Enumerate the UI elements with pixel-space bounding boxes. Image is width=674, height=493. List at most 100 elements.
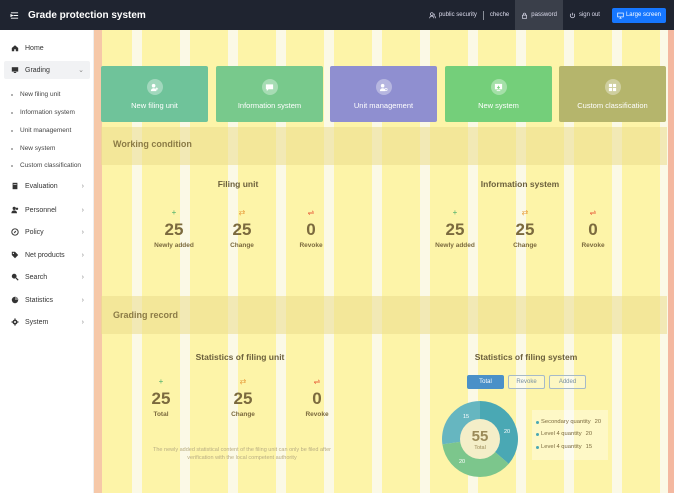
- donut-center-label: Total: [474, 445, 486, 451]
- stat-label: Revoke: [299, 242, 323, 249]
- legend-value: 15: [585, 444, 593, 450]
- top-bar: Grade protection system public security …: [0, 0, 674, 30]
- divider: [482, 10, 484, 20]
- stat-value: 25: [233, 389, 253, 408]
- slice-label: 20: [504, 429, 510, 435]
- plus-icon: +: [158, 377, 164, 386]
- chevron-right-icon: ›: [81, 296, 84, 304]
- menu-fold-icon: [9, 11, 18, 19]
- bullet-icon: [11, 129, 13, 132]
- sidebar-item-label: Evaluation: [25, 182, 58, 190]
- tab-added[interactable]: Added: [549, 375, 586, 389]
- sidebar-subitem-information-system[interactable]: Information system: [11, 109, 75, 116]
- chevron-right-icon: ›: [81, 182, 84, 190]
- message-icon: [261, 79, 278, 95]
- sign-out-label: sign out: [578, 12, 600, 18]
- bullet-icon: [11, 164, 13, 167]
- lock-icon: [522, 12, 528, 19]
- tab-total[interactable]: Total: [467, 375, 504, 389]
- quick-information-system-button[interactable]: Information system: [216, 66, 323, 122]
- stat-value: 25: [151, 389, 171, 408]
- menu-toggle-button[interactable]: [0, 0, 28, 30]
- chevron-right-icon: ›: [81, 228, 84, 236]
- sidebar-subitem-new-system[interactable]: New system: [11, 145, 55, 152]
- stat-value: 0: [588, 220, 598, 239]
- legend-value: 20: [594, 419, 602, 425]
- stat-revoke: ⇌ 0 Revoke: [287, 377, 347, 418]
- user-group-icon: [429, 11, 436, 18]
- sidebar-item-label: Search: [25, 273, 48, 281]
- chevron-right-icon: ›: [81, 251, 84, 259]
- sidebar-item-grading[interactable]: Grading ⌄: [4, 61, 90, 79]
- stat-label: Change: [230, 242, 254, 249]
- legend-label: Level 4 quantity: [541, 444, 582, 450]
- sidebar-item-statistics[interactable]: Statistics ›: [4, 291, 90, 309]
- sidebar-item-label: Statistics: [25, 296, 54, 304]
- pie-chart-icon: [11, 296, 19, 304]
- sidebar-item-home[interactable]: Home: [4, 39, 90, 57]
- stat-label: Newly added: [154, 242, 194, 249]
- tab-revoke[interactable]: Revoke: [508, 375, 545, 389]
- shuffle-icon: ⇄: [239, 377, 247, 386]
- quick-custom-classification-button[interactable]: Custom classification: [559, 66, 666, 122]
- quick-unit-management-button[interactable]: Unit management: [330, 66, 437, 122]
- section-header-band: [101, 127, 667, 165]
- donut-slice-0: [480, 401, 518, 464]
- user-link[interactable]: cheche: [484, 0, 515, 30]
- main-content: New filing unit Information system Unit …: [94, 30, 674, 493]
- slice-label: 20: [459, 459, 465, 465]
- stat-label: Total: [153, 411, 169, 418]
- section-header-band: [101, 296, 667, 334]
- sidebar-item-label: Personnel: [25, 206, 57, 214]
- sidebar-item-personnel[interactable]: Personnel ›: [4, 201, 90, 219]
- home-icon: [11, 45, 19, 52]
- sidebar-item-net-products[interactable]: Net products ›: [4, 246, 90, 264]
- top-actions: public security cheche password sign out…: [423, 0, 666, 30]
- large-screen-button[interactable]: Large screen: [611, 7, 666, 23]
- sidebar-item-policy[interactable]: Policy ›: [4, 223, 90, 241]
- chevron-up-icon: ⌄: [78, 67, 84, 74]
- stat-label: Newly added: [435, 242, 475, 249]
- sidebar-subitem-custom-classification[interactable]: Custom classification: [11, 162, 81, 169]
- sidebar-item-system[interactable]: System ›: [4, 313, 90, 331]
- filing-unit-title: Filing unit: [217, 179, 259, 189]
- stat-newly-added: + 25 Newly added: [425, 208, 485, 249]
- legend-label: Level 4 quantity: [541, 431, 582, 437]
- stat-change: ⇄ 25 Change: [213, 377, 273, 418]
- public-security-label: public security: [438, 12, 477, 18]
- sidebar-item-search[interactable]: Search ›: [4, 268, 90, 286]
- sidebar-subitem-unit-management[interactable]: Unit management: [11, 127, 71, 134]
- bullet-icon: [11, 147, 13, 150]
- stat-revoke: ⇌ 0 Revoke: [281, 208, 341, 249]
- stat-label: Change: [513, 242, 537, 249]
- compass-icon: [11, 228, 19, 236]
- stat-value: 25: [445, 220, 465, 239]
- sidebar-item-label: Policy: [25, 228, 44, 236]
- sidebar-subitem-label: New system: [20, 145, 56, 152]
- donut-hole: [460, 419, 500, 459]
- chart-legend: Secondary quantity 20 Level 4 quantity 2…: [532, 410, 608, 460]
- book-icon: [12, 182, 18, 190]
- legend-item: Level 4 quantity 15: [536, 444, 592, 450]
- grading-record-title: Grading record: [113, 310, 179, 320]
- user-settings-icon: [375, 79, 392, 95]
- quick-action-label: Information system: [237, 101, 302, 110]
- monitor-icon: [11, 67, 19, 73]
- sidebar-subitem-label: Information system: [20, 109, 75, 116]
- stat-total: + 25 Total: [131, 377, 191, 418]
- sidebar-item-evaluation[interactable]: Evaluation ›: [4, 177, 90, 195]
- quick-new-filing-unit-button[interactable]: New filing unit: [101, 66, 208, 122]
- sidebar-subitem-new-filing-unit[interactable]: New filing unit: [11, 91, 60, 98]
- stat-revoke: ⇌ 0 Revoke: [563, 208, 623, 249]
- public-security-link[interactable]: public security: [423, 0, 483, 30]
- quick-new-system-button[interactable]: New system: [445, 66, 552, 122]
- password-link[interactable]: password: [515, 0, 563, 30]
- stat-label: Revoke: [305, 411, 329, 418]
- chevron-right-icon: ›: [81, 318, 84, 326]
- legend-value: 20: [585, 431, 593, 437]
- plus-icon: +: [452, 208, 458, 217]
- sidebar: Home Grading ⌄ New filing unit Informati…: [0, 30, 94, 493]
- grid-icon: [604, 79, 621, 95]
- sign-out-link[interactable]: sign out: [563, 0, 606, 30]
- working-condition-title: Working condition: [113, 139, 192, 149]
